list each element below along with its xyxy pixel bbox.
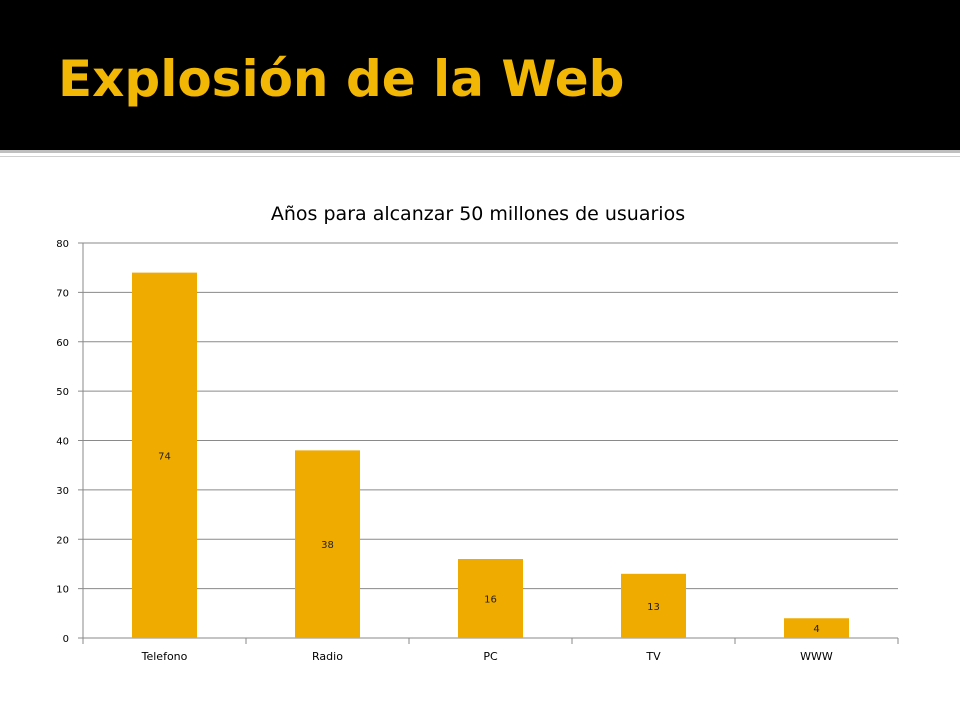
x-category-label: PC bbox=[483, 650, 498, 663]
bars bbox=[132, 272, 849, 638]
y-tick-label: 50 bbox=[56, 387, 69, 398]
bar-tv bbox=[621, 573, 686, 638]
y-tick-label: 60 bbox=[56, 338, 69, 349]
x-category-label: Telefono bbox=[141, 650, 188, 663]
y-tick-label: 40 bbox=[56, 437, 69, 448]
separator-line-thin bbox=[0, 156, 960, 157]
data-labels: 74 38 16 13 4 bbox=[158, 451, 820, 635]
y-tick-label: 20 bbox=[56, 535, 69, 546]
data-label: 4 bbox=[813, 624, 819, 635]
separator-line bbox=[0, 150, 960, 153]
data-label: 74 bbox=[158, 451, 171, 462]
y-tick-label: 30 bbox=[56, 486, 69, 497]
y-tick-label: 80 bbox=[56, 239, 69, 250]
y-tick-label: 70 bbox=[56, 288, 69, 299]
gridlines bbox=[83, 242, 898, 639]
data-label: 13 bbox=[647, 602, 660, 613]
x-category-label: WWW bbox=[800, 650, 833, 663]
y-tick-label: 10 bbox=[56, 585, 69, 596]
x-axis-categories: Telefono Radio PC TV WWW bbox=[141, 650, 833, 663]
x-category-label: Radio bbox=[312, 650, 343, 663]
y-tick-label: 0 bbox=[63, 634, 69, 645]
chart-title: Años para alcanzar 50 millones de usuari… bbox=[271, 203, 685, 225]
bar-pc bbox=[458, 559, 523, 638]
y-axis-ticks: 0 10 20 30 40 50 60 70 80 bbox=[56, 239, 69, 645]
bar-www bbox=[784, 618, 849, 638]
x-category-label: TV bbox=[645, 650, 661, 663]
bar-radio bbox=[295, 450, 360, 638]
bar-telefono bbox=[132, 272, 197, 638]
title-band bbox=[0, 0, 960, 150]
data-label: 16 bbox=[484, 595, 497, 606]
data-label: 38 bbox=[321, 540, 334, 551]
slide-title: Explosión de la Web bbox=[58, 50, 625, 108]
